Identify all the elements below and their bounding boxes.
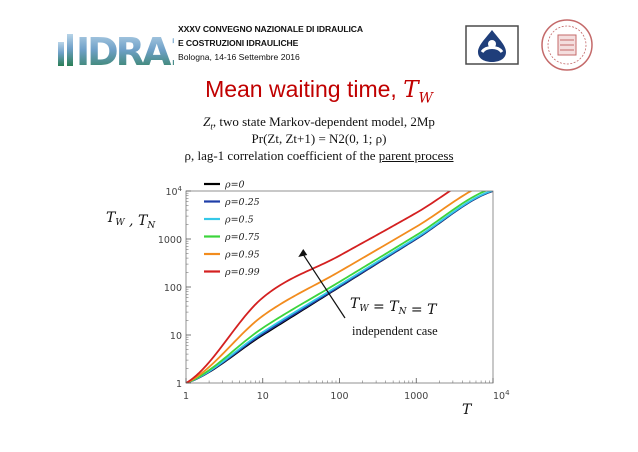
title-subscript: W bbox=[418, 90, 433, 107]
series-line-3 bbox=[186, 191, 488, 383]
y-tick-label: 100 bbox=[164, 283, 182, 294]
line1-rest: , two state Markov-dependent model, 2Mp bbox=[212, 114, 435, 129]
y-tick-label: 10 bbox=[170, 331, 182, 342]
series-line-4 bbox=[186, 191, 473, 383]
y-axis-label: TW , TN bbox=[106, 210, 156, 231]
model-description: Zt, two state Markov-dependent model, 2M… bbox=[0, 114, 638, 132]
line3-prefix: ρ, lag-1 correlation coefficient of the bbox=[184, 148, 379, 163]
legend-label-1: ρ=0.25 bbox=[224, 197, 260, 208]
parent-process-link[interactable]: parent process bbox=[378, 148, 454, 163]
x-tick-label: 1 bbox=[183, 391, 189, 402]
slide-title: Mean waiting time, TW bbox=[0, 76, 638, 107]
x-tick-label: 100 bbox=[330, 391, 348, 402]
correlation-description: ρ, lag-1 correlation coefficient of the … bbox=[0, 148, 638, 164]
idra16-logo: IDRA16 bbox=[58, 30, 174, 70]
line1-prefix: Z bbox=[203, 114, 211, 129]
y-tick-label: 1000 bbox=[158, 235, 182, 246]
y-tick-label: 1 bbox=[176, 379, 182, 390]
y-tick-label: 104 bbox=[165, 185, 182, 198]
legend-label-5: ρ=0.99 bbox=[224, 267, 260, 278]
annotation-text: independent case bbox=[352, 324, 438, 338]
legend-label-3: ρ=0.75 bbox=[224, 232, 260, 243]
annotation-equation: TW = TN = T bbox=[350, 296, 438, 318]
probability-formula: Pr(Zt, Zt+1) = N2(0, 1; ρ) bbox=[251, 131, 387, 146]
annotation-arrowhead bbox=[298, 249, 308, 257]
x-tick-label: 104 bbox=[493, 389, 510, 402]
x-axis-label: T bbox=[462, 402, 473, 418]
water-drop-logo bbox=[465, 25, 519, 65]
legend-label-0: ρ=0 bbox=[224, 180, 245, 191]
conference-info: XXXV CONVEGNO NAZIONALE DI IDRAULICA E C… bbox=[178, 22, 363, 64]
series-line-5 bbox=[186, 191, 452, 383]
legend-label-2: ρ=0.5 bbox=[224, 215, 254, 226]
series-line-2 bbox=[186, 191, 493, 383]
x-tick-label: 10 bbox=[257, 391, 269, 402]
conference-line-1: XXXV CONVEGNO NAZIONALE DI IDRAULICA bbox=[178, 24, 363, 34]
annotation-arrow-shaft bbox=[301, 252, 346, 319]
conference-line-3: Bologna, 14-16 Settembre 2016 bbox=[178, 52, 300, 62]
idra16-logo-text: IDRA16 bbox=[76, 30, 174, 70]
conference-line-2: E COSTRUZIONI IDRAULICHE bbox=[178, 38, 299, 48]
slide-title-text: Mean waiting time, bbox=[205, 76, 404, 102]
line1-sub: t bbox=[210, 121, 213, 132]
title-symbol: T bbox=[403, 77, 419, 103]
x-tick-label: 1000 bbox=[404, 391, 428, 402]
university-seal-logo bbox=[541, 19, 593, 71]
legend-label-4: ρ=0.95 bbox=[224, 250, 260, 261]
